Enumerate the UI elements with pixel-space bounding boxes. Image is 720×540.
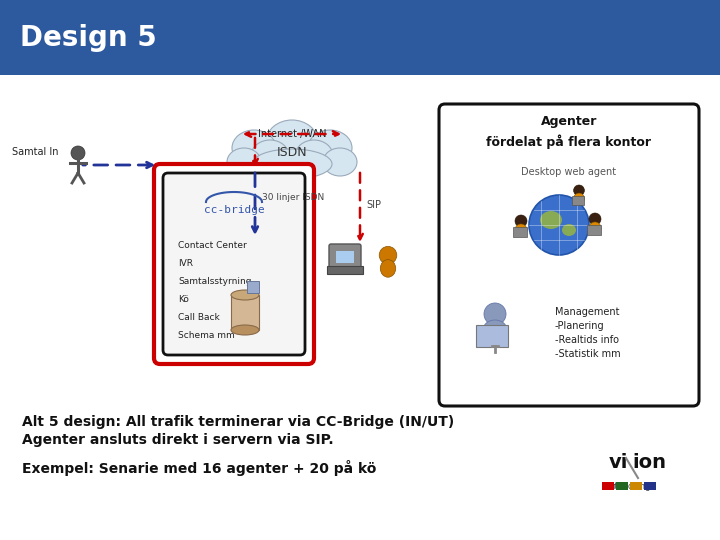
- Text: 30 linjer ISDN: 30 linjer ISDN: [262, 193, 324, 202]
- Ellipse shape: [231, 325, 259, 335]
- Bar: [247, 281, 259, 293]
- Text: Management: Management: [555, 307, 619, 317]
- Bar: [0, 0, 720, 75]
- Ellipse shape: [540, 211, 562, 229]
- Bar: [630, 482, 642, 490]
- Bar: [602, 482, 614, 490]
- Ellipse shape: [308, 130, 352, 166]
- Circle shape: [574, 185, 585, 196]
- Text: Desktop web agent: Desktop web agent: [521, 167, 616, 177]
- Bar: [513, 227, 527, 237]
- Text: vi: vi: [608, 453, 628, 472]
- Text: Exempel: Senarie med 16 agenter + 20 på kö: Exempel: Senarie med 16 agenter + 20 på …: [22, 460, 377, 476]
- Text: ion: ion: [632, 453, 666, 472]
- FancyBboxPatch shape: [439, 104, 699, 406]
- Ellipse shape: [227, 148, 261, 176]
- Ellipse shape: [515, 224, 527, 236]
- Text: Agenter
fördelat på flera kontor: Agenter fördelat på flera kontor: [487, 116, 652, 148]
- Circle shape: [484, 303, 506, 325]
- Bar: [231, 295, 259, 330]
- Ellipse shape: [323, 148, 357, 176]
- Circle shape: [589, 213, 601, 225]
- Circle shape: [529, 195, 589, 255]
- Ellipse shape: [266, 120, 318, 164]
- Text: Internet /WAN: Internet /WAN: [258, 129, 326, 139]
- Text: Kö: Kö: [178, 294, 189, 303]
- Bar: [587, 225, 601, 235]
- Text: Samtalsstyrning: Samtalsstyrning: [178, 276, 251, 286]
- FancyBboxPatch shape: [476, 325, 508, 347]
- Circle shape: [71, 146, 85, 160]
- Text: Agenter ansluts direkt i servern via SIP.: Agenter ansluts direkt i servern via SIP…: [22, 433, 333, 447]
- Text: cc-bridge: cc-bridge: [204, 205, 264, 215]
- Text: utvecking: utvecking: [609, 482, 651, 491]
- Circle shape: [515, 215, 527, 227]
- Text: Contact Center: Contact Center: [178, 240, 247, 249]
- Ellipse shape: [295, 140, 333, 172]
- Bar: [644, 482, 656, 490]
- Ellipse shape: [252, 149, 332, 179]
- Circle shape: [379, 246, 397, 264]
- FancyBboxPatch shape: [154, 164, 314, 364]
- Text: IVR: IVR: [178, 259, 193, 267]
- Text: -Statistik mm: -Statistik mm: [555, 349, 621, 359]
- FancyBboxPatch shape: [329, 244, 361, 270]
- Ellipse shape: [251, 140, 289, 172]
- Text: Call Back: Call Back: [178, 313, 220, 321]
- Ellipse shape: [232, 130, 276, 166]
- Text: Schema mm: Schema mm: [178, 330, 235, 340]
- Ellipse shape: [380, 260, 396, 277]
- FancyBboxPatch shape: [163, 173, 305, 355]
- Text: Alt 5 design: All trafik terminerar via CC-Bridge (IN/UT): Alt 5 design: All trafik terminerar via …: [22, 415, 454, 429]
- Bar: [616, 482, 628, 490]
- Ellipse shape: [574, 193, 585, 204]
- Ellipse shape: [483, 320, 507, 340]
- Bar: [572, 196, 585, 205]
- Text: Design 5: Design 5: [20, 24, 157, 52]
- Bar: [327, 266, 363, 274]
- Ellipse shape: [589, 222, 601, 234]
- Ellipse shape: [562, 224, 576, 236]
- Text: -Realtids info: -Realtids info: [555, 335, 619, 345]
- Ellipse shape: [231, 290, 259, 300]
- Bar: [336, 251, 354, 263]
- Text: ISDN: ISDN: [276, 145, 307, 159]
- Text: -Planering: -Planering: [555, 321, 605, 331]
- Text: SIP: SIP: [366, 200, 381, 210]
- Text: Samtal In: Samtal In: [12, 147, 58, 157]
